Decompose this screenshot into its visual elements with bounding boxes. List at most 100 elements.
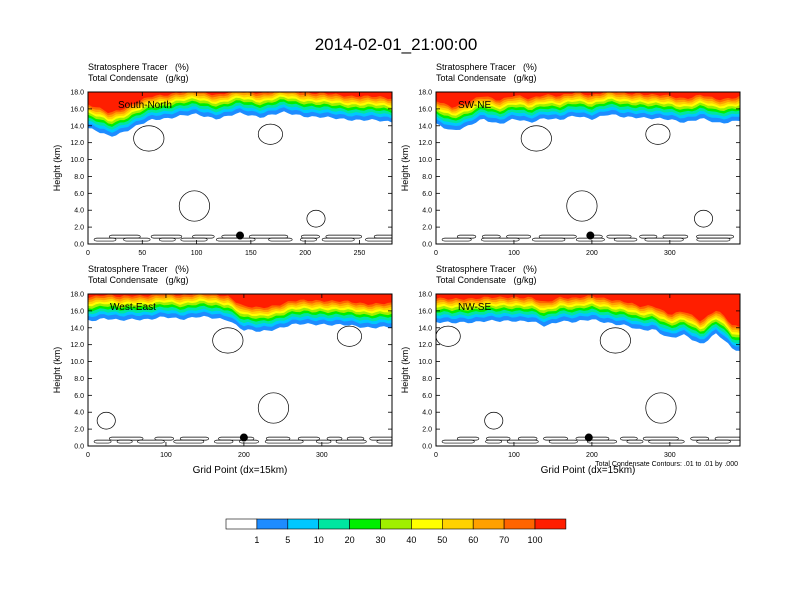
y-tick-label: 10.0 [418, 157, 432, 164]
x-tick-label: 200 [586, 452, 598, 459]
tracer-band-10 [436, 92, 740, 108]
condensate-contour [137, 439, 165, 444]
x-tick-label: 100 [160, 452, 172, 459]
condensate-contour [96, 411, 116, 430]
colorbar-label: 40 [406, 535, 416, 545]
condensate-contour [218, 436, 255, 441]
condensate-contour [346, 436, 365, 441]
y-tick-label: 18.0 [418, 292, 432, 299]
condensate-contour [456, 436, 480, 441]
colorbar-swatch [287, 518, 319, 530]
y-tick-label: 16.0 [418, 308, 432, 315]
y-tick-label: 2.0 [422, 427, 432, 434]
condensate-contour [645, 392, 677, 424]
y-tick-label: 4.0 [74, 208, 84, 215]
y-tick-label: 4.0 [74, 410, 84, 417]
condensate-contour [481, 234, 501, 239]
colorbar-swatch [503, 518, 536, 530]
location-marker [236, 231, 244, 240]
condensate-contour [316, 439, 332, 444]
condensate-contour [639, 234, 658, 239]
y-tick-label: 4.0 [422, 410, 432, 417]
colorbar-swatch [256, 518, 289, 530]
condensate-contour [300, 234, 320, 239]
y-tick-label: 14.0 [70, 123, 84, 130]
y-tick-label: 8.0 [422, 174, 432, 181]
y-tick-label: 6.0 [74, 393, 84, 400]
colorbar-label: 10 [314, 535, 324, 545]
x-tick-label: 0 [86, 452, 90, 459]
condensate-contour [690, 436, 710, 441]
location-marker [586, 231, 595, 240]
condensate-contour [212, 327, 244, 354]
condensate-contour [436, 325, 461, 347]
condensate-contour [620, 436, 638, 441]
condensate-contour [714, 436, 740, 441]
condensate-contour [642, 436, 679, 441]
panel-label: NW-SE [458, 302, 491, 313]
tracer-field [436, 92, 740, 130]
colorbar-label: 70 [499, 535, 509, 545]
y-tick-label: 12.0 [418, 140, 432, 147]
y-tick-label: 6.0 [422, 393, 432, 400]
panel-title: Stratosphere Tracer (%) [88, 264, 189, 274]
y-tick-label: 2.0 [422, 225, 432, 232]
condensate-contour [179, 436, 209, 441]
y-tick-label: 6.0 [422, 191, 432, 198]
condensate-contour [297, 436, 320, 441]
condensate-contours [441, 123, 734, 242]
condensate-contour [133, 125, 165, 152]
y-tick-label: 18.0 [70, 90, 84, 97]
x-axis-label: Grid Point (dx=15km) [193, 465, 288, 476]
x-tick-label: 300 [664, 452, 676, 459]
colorbar-swatch [225, 518, 258, 530]
condensate-contour [150, 234, 183, 239]
y-tick-label: 10.0 [70, 359, 84, 366]
y-tick-label: 14.0 [70, 325, 84, 332]
panel-subtitle: Total Condensate (g/kg) [436, 275, 537, 285]
condensate-contour [481, 237, 520, 242]
panel-title: Stratosphere Tracer (%) [436, 62, 537, 72]
condensate-contour [441, 237, 472, 242]
y-tick-label: 12.0 [418, 342, 432, 349]
y-tick-label: 0.0 [422, 444, 432, 451]
y-axis-label: Height (km) [400, 347, 410, 394]
tracer-field [436, 294, 740, 351]
y-axis-label: Height (km) [52, 347, 62, 394]
colorbar-label: 30 [375, 535, 385, 545]
colorbar-swatch [534, 518, 567, 530]
condensate-contour [456, 234, 477, 239]
condensate-contour [336, 325, 362, 347]
condensate-contour [486, 436, 511, 441]
colorbar-swatch [349, 518, 381, 530]
y-tick-label: 12.0 [70, 342, 84, 349]
plot-frame [87, 91, 393, 245]
x-tick-label: 250 [354, 250, 366, 257]
chart-title: 2014-02-01_21:00:00 [315, 35, 478, 54]
colorbar-label: 100 [527, 535, 542, 545]
y-tick-label: 8.0 [422, 376, 432, 383]
x-axis-label: Grid Point (dx=15km) [541, 465, 636, 476]
colorbar-label: 50 [437, 535, 447, 545]
condensate-contour [248, 234, 289, 239]
colorbar-swatch [318, 518, 350, 530]
y-tick-label: 2.0 [74, 225, 84, 232]
panel-title: Stratosphere Tracer (%) [88, 62, 189, 72]
condensate-contour [543, 436, 568, 441]
condensate-contour [373, 234, 392, 239]
x-tick-label: 0 [434, 452, 438, 459]
x-tick-label: 150 [245, 250, 257, 257]
panel-4: 0.0 2.0 4.0 6.0 8.0 10.0 12.0 14.0 16.0 18.0 0 100 2… [400, 264, 741, 476]
footnote: Total Condensate Contours: .01 to .01 by… [595, 461, 738, 468]
y-tick-label: 16.0 [70, 308, 84, 315]
condensate-contour [257, 123, 283, 145]
y-tick-label: 18.0 [418, 90, 432, 97]
panel-label: SW-NE [458, 100, 491, 111]
colorbar-swatch [472, 518, 505, 530]
panel-2: 0.0 2.0 4.0 6.0 8.0 10.0 12.0 14.0 16.0 18.0 0 100 2… [400, 62, 741, 257]
panel-1: 0.0 2.0 4.0 6.0 8.0 10.0 12.0 14.0 16.0 18.0 0 50 10… [52, 62, 393, 257]
colorbar-swatch [441, 518, 474, 530]
colorbar-swatch [411, 518, 443, 530]
y-axis-label: Height (km) [400, 145, 410, 192]
x-tick-label: 100 [508, 452, 520, 459]
